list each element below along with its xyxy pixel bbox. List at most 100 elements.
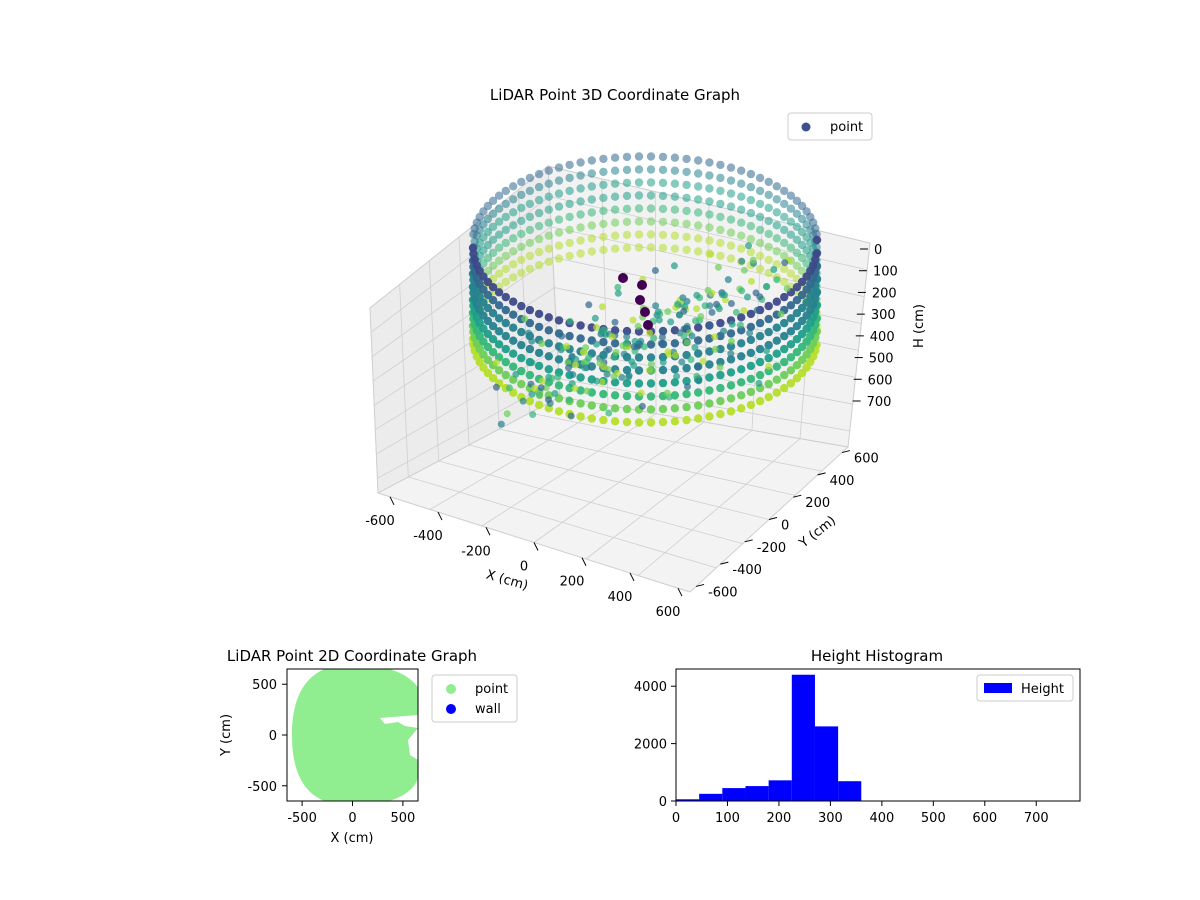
point-3d	[694, 349, 703, 358]
point-3d	[670, 339, 680, 348]
x-tick-label-2d: 500	[390, 811, 415, 826]
point-3d	[634, 165, 644, 174]
point-3d	[764, 216, 773, 226]
point-3d	[764, 327, 773, 337]
point-3d	[672, 351, 679, 359]
point-3d	[647, 360, 655, 368]
point-3d	[494, 204, 504, 213]
point-3d	[746, 322, 756, 332]
y-tick-label-2d: -500	[247, 780, 277, 795]
point-3d	[646, 204, 656, 213]
point-3d	[494, 288, 504, 297]
point-3d	[528, 359, 536, 367]
point-3d	[517, 203, 526, 213]
point-3d	[716, 383, 725, 393]
histogram-bar	[791, 674, 815, 801]
point-3d	[488, 322, 498, 331]
point-3d	[631, 337, 639, 345]
point-3d	[618, 273, 628, 283]
point-3d	[501, 212, 510, 222]
point-3d	[544, 339, 553, 348]
point-3d	[786, 204, 796, 213]
point-3d	[534, 400, 544, 410]
point-3d	[746, 169, 756, 179]
point-3d	[554, 373, 562, 381]
point-3d	[585, 354, 593, 362]
point-3d	[599, 402, 608, 412]
point-3d	[792, 348, 802, 357]
point-3d	[610, 339, 620, 348]
point-3d	[705, 158, 714, 167]
point-3d	[544, 205, 553, 214]
point-3d	[658, 243, 668, 253]
point-3d	[544, 218, 553, 227]
x-ticks-histogram: 0 100 200 300 400 500 600 700	[672, 801, 1049, 826]
point-3d	[755, 238, 765, 248]
point-3d	[483, 368, 493, 378]
point-3d	[529, 411, 537, 418]
point-3d	[792, 283, 802, 292]
y-tick-label-3d: -200	[757, 541, 787, 556]
point-3d	[693, 305, 701, 313]
point-3d	[534, 309, 544, 319]
point-3d	[746, 195, 756, 205]
point-3d	[786, 353, 796, 362]
point-3d	[726, 394, 736, 403]
point-3d	[525, 186, 535, 196]
scatter-2d-panel: LiDAR Point 2D Coordinate Graph -500 0 500…	[219, 647, 518, 846]
point-3d	[501, 357, 510, 367]
point-3d	[525, 396, 535, 406]
point-3d	[658, 217, 668, 227]
point-3d	[517, 229, 526, 239]
point-3d	[610, 192, 620, 201]
z-ticks-3d: 0 100 200 300 400 500 600 700	[852, 243, 898, 410]
point-3d	[509, 362, 518, 371]
point-3d	[517, 190, 526, 200]
point-3d	[565, 364, 572, 372]
point-3d	[673, 372, 681, 380]
point-3d	[646, 217, 656, 226]
point-3d	[494, 366, 504, 375]
chart-2d-title: LiDAR Point 2D Coordinate Graph	[227, 647, 477, 665]
point-3d	[764, 177, 773, 187]
grid-3d	[369, 165, 871, 593]
point-3d	[670, 391, 680, 400]
point-3d	[716, 186, 725, 196]
point-3d	[755, 264, 765, 274]
point-3d	[646, 405, 656, 414]
point-3d	[716, 173, 725, 183]
point-3d	[646, 152, 656, 161]
point-3d	[519, 397, 527, 405]
point-3d	[780, 383, 789, 393]
point-3d	[738, 287, 746, 295]
point-3d	[534, 195, 544, 205]
point-3d	[646, 353, 656, 362]
point-3d	[694, 388, 703, 397]
point-3d	[576, 399, 585, 408]
histogram-bar	[768, 780, 792, 801]
point-3d	[634, 243, 644, 252]
point-3d	[792, 209, 802, 218]
point-3d	[544, 231, 553, 240]
y-tick-label-3d: -400	[732, 563, 762, 578]
point-3d	[682, 193, 691, 203]
point-3d	[670, 192, 680, 201]
point-3d	[565, 396, 573, 404]
point-3d	[772, 234, 781, 243]
point-3d	[726, 355, 736, 364]
point-3d	[538, 377, 546, 385]
point-3d	[786, 217, 796, 226]
point-3d	[720, 327, 728, 335]
point-3d	[646, 178, 656, 187]
point-3d	[534, 182, 544, 192]
point-3d	[670, 262, 678, 270]
point-3d	[544, 352, 553, 361]
y-tick-label-3d: 200	[805, 496, 830, 511]
point-3d	[786, 379, 796, 388]
z-tick-label-3d: 300	[871, 308, 896, 323]
point-3d	[534, 348, 544, 358]
point-3d	[565, 331, 574, 341]
y-tick-label-2d: 0	[269, 729, 277, 744]
point-3d	[551, 390, 559, 397]
point-3d	[610, 179, 620, 188]
